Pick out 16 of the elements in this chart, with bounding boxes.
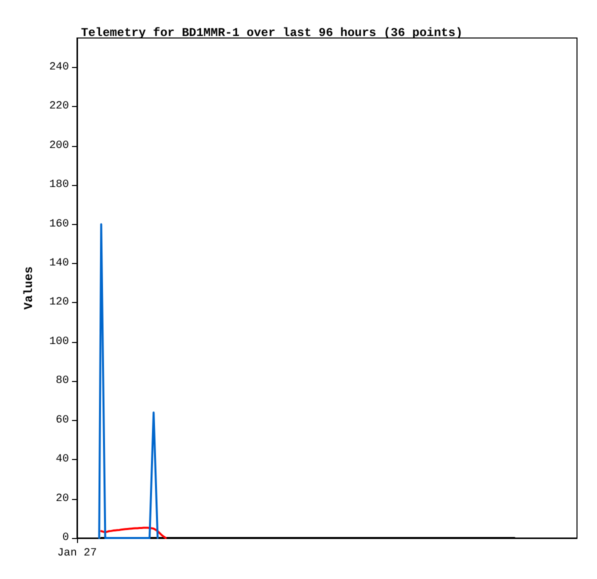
y-tick-label: 200 bbox=[49, 140, 69, 152]
y-axis-title: Values bbox=[22, 266, 36, 310]
y-tick-label: 100 bbox=[49, 336, 69, 348]
y-tick-label: 140 bbox=[49, 257, 69, 270]
y-tick-label: 220 bbox=[49, 100, 69, 113]
y-tick-label: 20 bbox=[56, 492, 69, 505]
y-tick-label: 180 bbox=[49, 179, 69, 192]
y-tick-label: 40 bbox=[56, 454, 69, 466]
y-tick-label: 240 bbox=[49, 61, 69, 74]
y-tick-label: 0 bbox=[62, 532, 69, 544]
x-tick-label: Jan 27 bbox=[57, 548, 97, 560]
y-tick-label: 60 bbox=[56, 414, 69, 426]
y-tick-label: 160 bbox=[49, 218, 69, 230]
y-tick-label: 120 bbox=[49, 296, 69, 309]
chart-title: Telemetry for BD1MMR-1 over last 96 hours (36 points) bbox=[81, 26, 463, 40]
y-tick-label: 80 bbox=[56, 375, 69, 388]
